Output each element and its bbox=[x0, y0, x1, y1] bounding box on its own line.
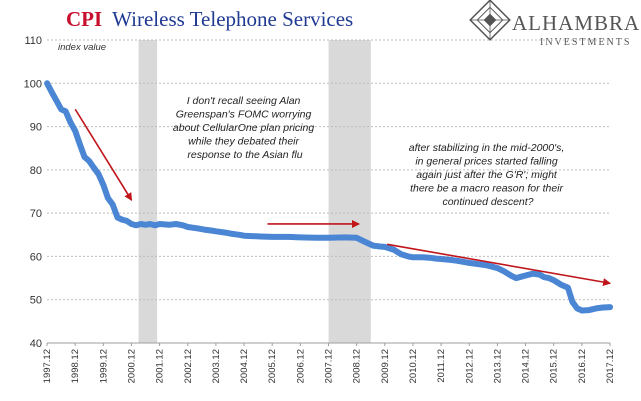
y-tick-label: 110 bbox=[24, 35, 42, 47]
chart-title: CPI Wireless Telephone Services bbox=[66, 7, 353, 31]
x-tick-label: 2008.12 bbox=[352, 349, 363, 383]
annotation-greenspan: I don't recall seeing Alan Greenspan's F… bbox=[173, 95, 317, 161]
x-axis-ticks: 1997.12 1998.12 1999.12 2000.12 2001.12 2002.… bbox=[42, 343, 616, 383]
trend-arrows bbox=[74, 108, 612, 287]
title-prefix: CPI bbox=[66, 7, 102, 31]
y-axis-ticks: 40 50 60 70 80 90 100 110 bbox=[24, 35, 42, 350]
x-tick-label: 2014.12 bbox=[521, 349, 532, 383]
title-rest: Wireless Telephone Services bbox=[112, 7, 353, 31]
x-tick-label: 2003.12 bbox=[211, 349, 222, 383]
x-tick-label: 1998.12 bbox=[70, 349, 81, 383]
x-tick-label: 2015.12 bbox=[549, 349, 560, 383]
annotation-line: again just after the G'R'; might bbox=[416, 169, 558, 181]
y-tick-label: 80 bbox=[30, 165, 42, 177]
annotation-line: in general prices started falling bbox=[415, 156, 558, 168]
x-tick-label: 1999.12 bbox=[98, 349, 109, 383]
annotation-line: while they debated their bbox=[188, 136, 299, 148]
logo-subtitle: INVESTMENTS bbox=[540, 37, 631, 48]
x-tick-label: 2005.12 bbox=[267, 349, 278, 383]
annotation-line: Greenspan's FOMC worrying bbox=[176, 109, 312, 121]
x-tick-label: 2007.12 bbox=[324, 349, 335, 383]
x-tick-label: 2000.12 bbox=[126, 349, 137, 383]
x-tick-label: 2004.12 bbox=[239, 349, 250, 383]
y-tick-label: 40 bbox=[30, 338, 42, 350]
y-tick-label: 90 bbox=[30, 122, 42, 134]
annotation-line: continued descent? bbox=[442, 196, 533, 208]
x-tick-label: 2002.12 bbox=[183, 349, 194, 383]
x-tick-label: 1997.12 bbox=[42, 349, 53, 383]
data-series bbox=[44, 80, 614, 314]
annotation-descent: after stabilizing in the mid-2000's, in … bbox=[409, 142, 567, 208]
x-tick-label: 2009.12 bbox=[380, 349, 391, 383]
annotation-line: response to the Asian flu bbox=[187, 149, 302, 161]
recession-band bbox=[138, 40, 158, 343]
trend-arrow bbox=[386, 243, 612, 287]
y-tick-label: 70 bbox=[30, 208, 42, 220]
trend-arrow bbox=[74, 108, 133, 202]
x-tick-label: 2010.12 bbox=[408, 349, 419, 383]
recession-band bbox=[328, 40, 371, 343]
annotation-line: about CellularOne plan pricing bbox=[173, 122, 314, 134]
x-tick-label: 2012.12 bbox=[464, 349, 475, 383]
y-tick-label: 100 bbox=[24, 78, 42, 90]
series-line bbox=[44, 80, 614, 314]
x-tick-label: 2006.12 bbox=[295, 349, 306, 383]
x-tick-label: 2011.12 bbox=[436, 349, 447, 383]
annotation-line: there be a macro reason for their bbox=[410, 183, 563, 195]
annotation-line: after stabilizing in the mid-2000's, bbox=[409, 142, 565, 154]
alhambra-logo: ALHAMBRA INVESTMENTS bbox=[469, 0, 640, 48]
x-tick-label: 2016.12 bbox=[577, 349, 588, 383]
y-tick-label: 60 bbox=[30, 251, 42, 263]
logo-name: ALHAMBRA bbox=[512, 11, 640, 35]
diamond-lattice-icon bbox=[469, 0, 511, 41]
y-tick-label: 50 bbox=[30, 295, 42, 307]
y-axis-label: index value bbox=[58, 42, 106, 53]
recession-bands bbox=[138, 40, 371, 343]
x-tick-label: 2013.12 bbox=[492, 349, 503, 383]
x-tick-label: 2017.12 bbox=[605, 349, 616, 383]
annotation-line: I don't recall seeing Alan bbox=[187, 95, 301, 107]
x-tick-label: 2001.12 bbox=[155, 349, 166, 383]
